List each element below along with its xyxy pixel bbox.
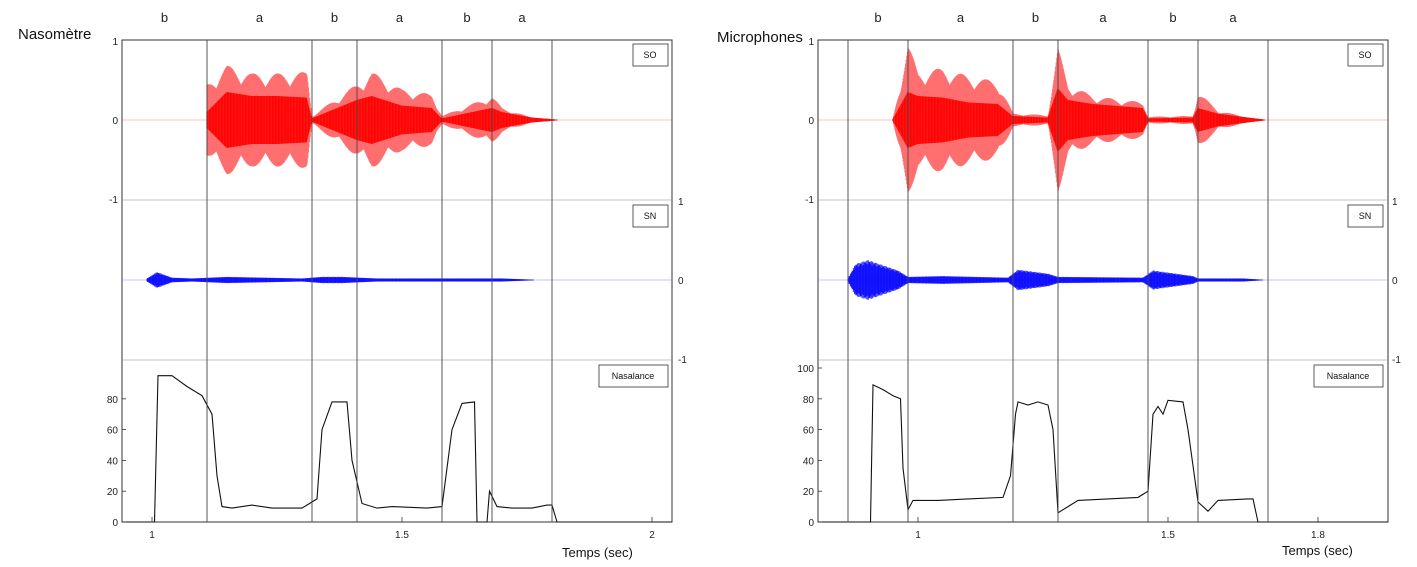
sn-waveform xyxy=(122,272,672,288)
x-axis-label: Temps (sec) xyxy=(562,545,633,560)
sn-waveform xyxy=(818,260,1388,300)
nasalance-line xyxy=(818,384,1388,523)
y-tick-label: 20 xyxy=(803,487,815,498)
segment-label: a xyxy=(396,10,404,25)
x-tick-label: 1.5 xyxy=(395,530,409,541)
so-waveform xyxy=(122,65,672,175)
x-tick-label: 1.8 xyxy=(1311,530,1325,541)
segment-label: b xyxy=(1032,10,1039,25)
legend-sn: SN xyxy=(1347,204,1384,228)
x-tick-label: 1 xyxy=(149,530,155,541)
x-ticks: 1 1.5 2 xyxy=(149,517,655,541)
x-ticks: 1 1.5 1.8 xyxy=(915,517,1325,541)
segment-boundaries xyxy=(206,40,553,522)
y-tick-label: -1 xyxy=(1392,355,1401,366)
y-tick-label: 0 xyxy=(1392,276,1398,287)
y-tick-label: 80 xyxy=(803,395,815,406)
y-tick-label: -1 xyxy=(678,355,687,366)
plot-frame xyxy=(817,39,1389,523)
y-tick-label: 0 xyxy=(112,116,118,127)
y-tick-label: 0 xyxy=(808,116,814,127)
x-tick-label: 1 xyxy=(915,530,921,541)
x-tick-label: 1.5 xyxy=(1161,530,1175,541)
y-tick-label: 40 xyxy=(107,456,119,467)
y-tick-label: 0 xyxy=(678,276,684,287)
y-tick-label: -1 xyxy=(805,195,814,206)
segment-label: a xyxy=(1099,10,1107,25)
y-tick-label: 20 xyxy=(107,487,119,498)
legend-so: SO xyxy=(632,43,669,67)
segment-label: b xyxy=(463,10,470,25)
so-waveform xyxy=(818,48,1388,192)
y-tick-label: 1 xyxy=(678,197,684,208)
segment-label: a xyxy=(1229,10,1237,25)
svg-text:SO: SO xyxy=(643,50,656,60)
legend-nasalance: Nasalance xyxy=(598,364,669,388)
y-tick-label: 1 xyxy=(112,37,118,48)
segment-label: b xyxy=(161,10,168,25)
y-tick-label: 1 xyxy=(808,37,814,48)
panel-title-nasometre: Nasomètre xyxy=(18,26,91,43)
y-tick-label: 60 xyxy=(803,426,815,437)
segment-boundaries xyxy=(847,40,1269,522)
y-tick-label: 100 xyxy=(797,364,814,375)
svg-text:SN: SN xyxy=(644,211,657,221)
legend-nasalance: Nasalance xyxy=(1313,364,1384,388)
y-tick-label: 1 xyxy=(1392,197,1398,208)
y-ticks: 1 0 -1 1 0 -1 0 20 40 60 80 xyxy=(107,37,687,529)
plot-frame xyxy=(121,39,673,523)
svg-text:SN: SN xyxy=(1359,211,1372,221)
segment-label: a xyxy=(957,10,965,25)
y-tick-label: 80 xyxy=(107,395,119,406)
y-tick-label: 0 xyxy=(112,518,118,529)
x-axis-label: Temps (sec) xyxy=(1282,543,1353,558)
segment-label: b xyxy=(874,10,881,25)
legend-sn: SN xyxy=(632,204,669,228)
x-tick-label: 2 xyxy=(649,530,655,541)
segment-label: b xyxy=(1169,10,1176,25)
y-tick-label: 60 xyxy=(107,426,119,437)
nasalance-curve xyxy=(818,384,1388,523)
segment-label: a xyxy=(256,10,264,25)
nasalance-curve xyxy=(122,375,672,523)
svg-text:Nasalance: Nasalance xyxy=(1327,371,1370,381)
svg-text:SO: SO xyxy=(1358,50,1371,60)
y-tick-label: 40 xyxy=(803,456,815,467)
segment-label: b xyxy=(331,10,338,25)
y-ticks: 1 0 -1 1 0 -1 0 20 40 60 80 100 xyxy=(797,37,1401,529)
y-tick-label: -1 xyxy=(109,195,118,206)
segment-label: a xyxy=(518,10,526,25)
legend-so: SO xyxy=(1347,43,1384,67)
panel-title-microphones: Microphones xyxy=(717,29,803,46)
nasalance-line xyxy=(122,375,672,523)
svg-text:Nasalance: Nasalance xyxy=(612,371,655,381)
y-tick-label: 0 xyxy=(808,518,814,529)
